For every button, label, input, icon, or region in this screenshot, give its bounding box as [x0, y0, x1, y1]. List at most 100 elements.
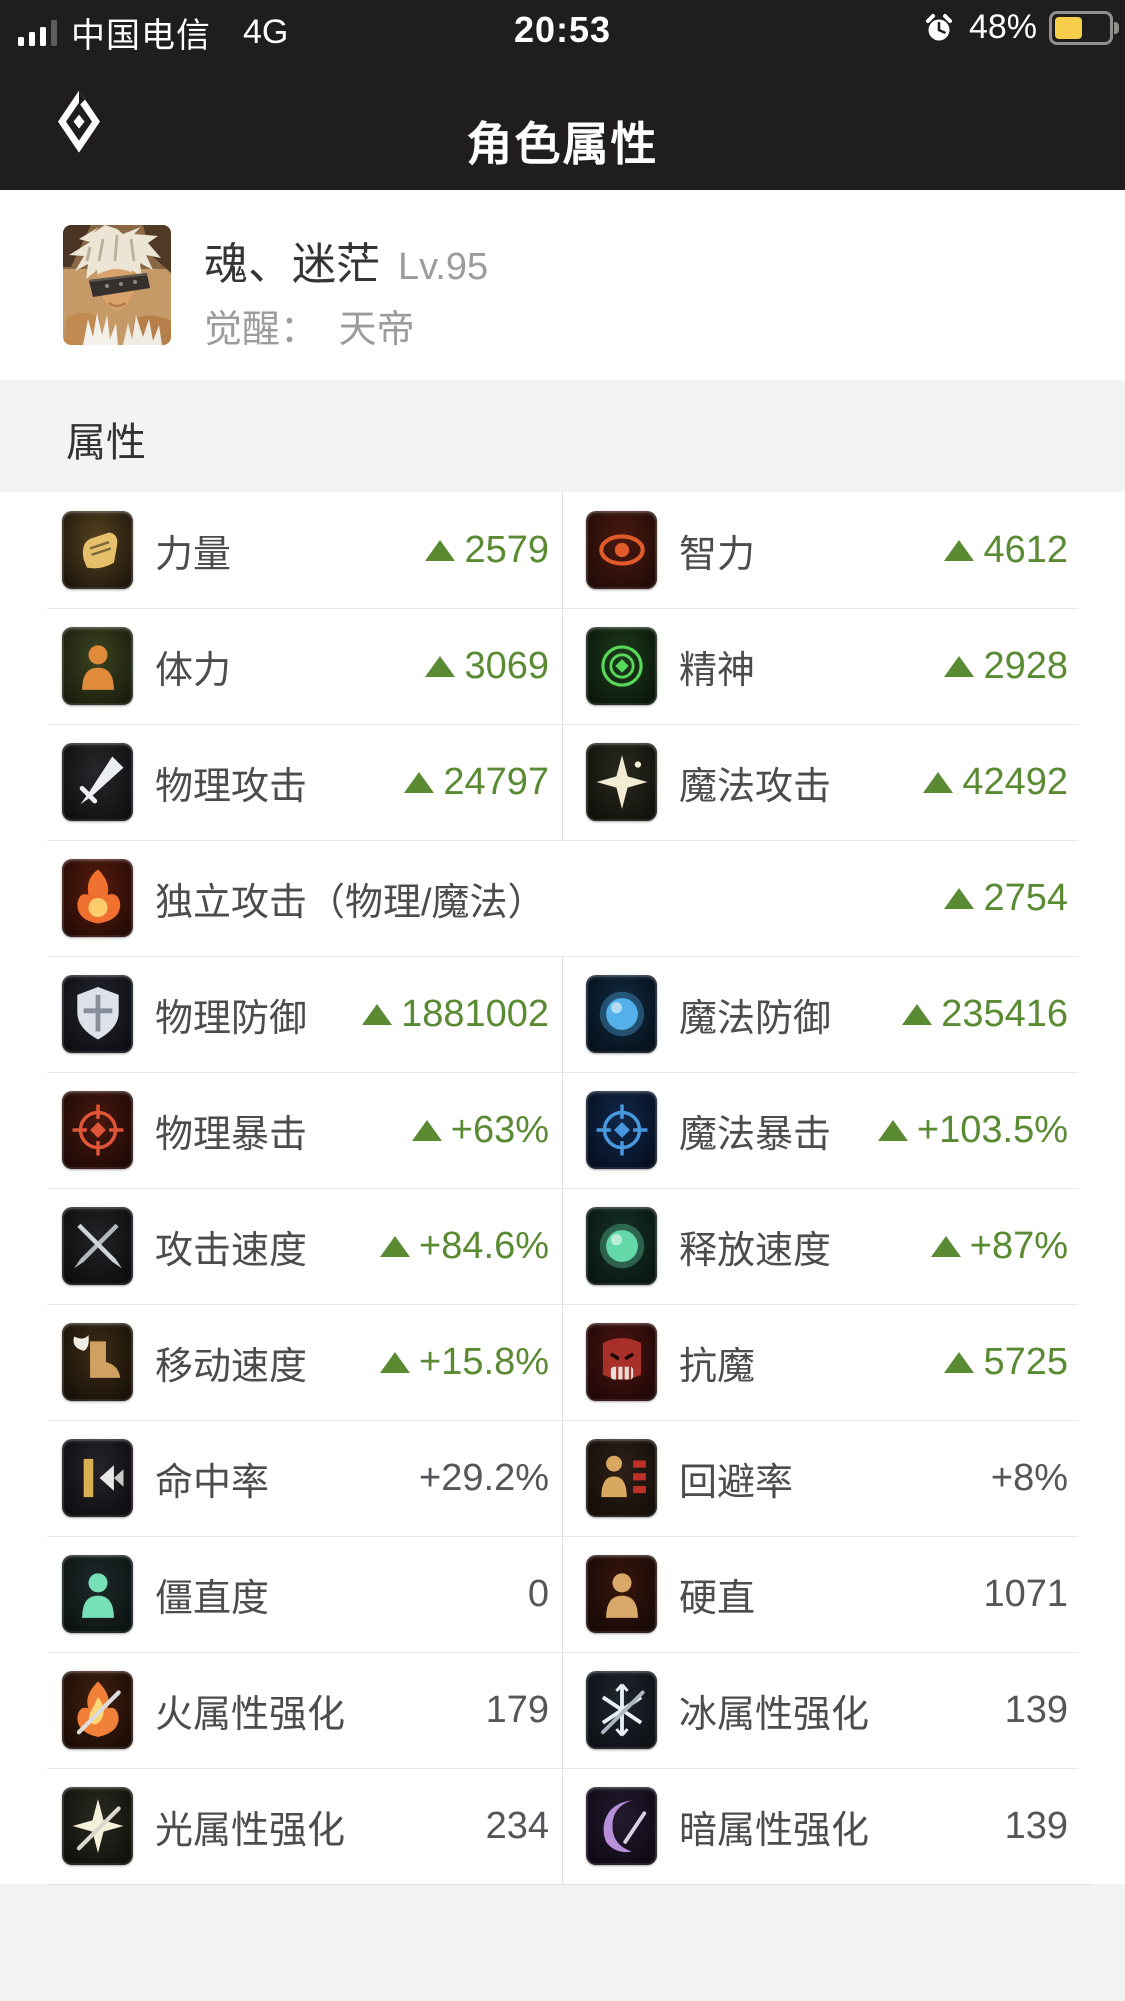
- independent-attack-icon: [62, 859, 133, 937]
- footer-area: [0, 1884, 1125, 2001]
- stat-cell-ice-strengthen: 冰属性强化 139: [562, 1652, 1125, 1768]
- ice-strengthen-icon: [586, 1671, 657, 1749]
- stat-cell-intelligence: 智力 4612: [562, 492, 1125, 608]
- stat-label: 攻击速度: [155, 1229, 308, 1272]
- stiffness-icon: [62, 1555, 133, 1633]
- stat-row: 力量 2579 智力 4612: [0, 492, 1125, 608]
- stat-value: 234: [485, 1804, 549, 1847]
- stat-cell-cast-speed: 释放速度 +87%: [562, 1188, 1125, 1304]
- trend-up-icon: [877, 1119, 908, 1141]
- stat-label: 火属性强化: [155, 1693, 346, 1736]
- stat-value: 235416: [902, 993, 1068, 1036]
- magic-crit-icon: [586, 1091, 657, 1169]
- trend-up-icon: [411, 1119, 442, 1141]
- stat-label: 暗属性强化: [679, 1809, 870, 1852]
- nav-bar: 角色属性: [0, 64, 1125, 190]
- stat-cell-physical-crit: 物理暴击 +63%: [0, 1072, 562, 1188]
- magic-defense-icon: [586, 975, 657, 1053]
- character-name: 魂、迷茫: [204, 240, 380, 289]
- stat-cell-magic-attack: 魔法攻击 42492: [562, 724, 1125, 840]
- stat-row: 僵直度 0 硬直 1071: [0, 1536, 1125, 1652]
- stat-value: 5725: [944, 1341, 1068, 1384]
- app-bar: 中国电信 4G 20:53 48%: [0, 0, 1125, 190]
- page-title: 角色属性: [466, 118, 659, 170]
- stat-label: 体力: [155, 649, 232, 692]
- hit-rate-icon: [62, 1439, 133, 1517]
- strength-icon: [62, 511, 133, 589]
- dark-strengthen-icon: [586, 1787, 657, 1865]
- trend-up-icon: [944, 539, 975, 561]
- trend-up-icon: [380, 1235, 411, 1257]
- stat-row: 物理攻击 24797 魔法攻击 42492: [0, 724, 1125, 840]
- stat-label: 魔法暴击: [679, 1113, 832, 1156]
- stat-value: 3069: [425, 645, 549, 688]
- fire-strengthen-icon: [62, 1671, 133, 1749]
- physical-crit-icon: [62, 1091, 133, 1169]
- trend-up-icon: [902, 1003, 933, 1025]
- stat-value: 4612: [944, 529, 1068, 572]
- stat-value: +84.6%: [380, 1225, 549, 1268]
- alarm-clock-icon: [923, 12, 955, 44]
- super-armor-icon: [586, 1555, 657, 1633]
- stat-cell-dark-strengthen: 暗属性强化 139: [562, 1768, 1125, 1884]
- vitality-icon: [62, 627, 133, 705]
- stat-label: 释放速度: [679, 1229, 832, 1272]
- carrier-label: 中国电信: [71, 17, 211, 55]
- stat-label: 回避率: [679, 1461, 794, 1504]
- clock-time: 20:53: [513, 9, 612, 50]
- evasion-icon: [586, 1439, 657, 1517]
- stat-value: +103.5%: [877, 1109, 1068, 1152]
- character-card: 魂、迷茫 Lv.95 觉醒： 天帝: [0, 190, 1125, 380]
- stat-cell-strength: 力量 2579: [0, 492, 562, 608]
- stat-cell-light-strengthen: 光属性强化 234: [0, 1768, 562, 1884]
- stat-label: 力量: [155, 533, 232, 576]
- stat-value: 42492: [923, 761, 1068, 804]
- character-level: Lv.95: [398, 246, 489, 288]
- magic-attack-icon: [586, 743, 657, 821]
- battery-fill: [1055, 16, 1082, 39]
- stat-value: 1881002: [362, 993, 549, 1036]
- physical-attack-icon: [62, 743, 133, 821]
- stat-label: 魔法攻击: [679, 765, 832, 808]
- stat-cell-hit-rate: 命中率 +29.2%: [0, 1420, 562, 1536]
- stat-cell-super-armor: 硬直 1071: [562, 1536, 1125, 1652]
- stat-value: 2928: [944, 645, 1068, 688]
- battery-icon: [1049, 10, 1119, 45]
- stat-label: 精神: [679, 649, 756, 692]
- stat-label: 抗魔: [679, 1345, 756, 1388]
- awaken-label: 觉醒：: [204, 309, 319, 351]
- stat-value: 0: [527, 1572, 549, 1615]
- stat-value: 24797: [404, 761, 549, 804]
- attack-speed-icon: [62, 1207, 133, 1285]
- stat-cell-evasion: 回避率 +8%: [562, 1420, 1125, 1536]
- stat-row: 攻击速度 +84.6% 释放速度 +87%: [0, 1188, 1125, 1304]
- stat-label: 物理攻击: [155, 765, 308, 808]
- stat-value: 139: [1004, 1804, 1068, 1847]
- stat-value: 2579: [425, 529, 549, 572]
- move-speed-icon: [62, 1323, 133, 1401]
- stat-label: 硬直: [679, 1577, 756, 1620]
- trend-up-icon: [923, 771, 954, 793]
- stat-cell-magic-crit: 魔法暴击 +103.5%: [562, 1072, 1125, 1188]
- battery-percent-label: 48%: [968, 8, 1037, 46]
- stat-row: 体力 3069 精神 2928: [0, 608, 1125, 724]
- stat-value: 1071: [983, 1572, 1068, 1615]
- stat-row: 命中率 +29.2% 回避率 +8%: [0, 1420, 1125, 1536]
- intelligence-icon: [586, 511, 657, 589]
- stat-label: 智力: [679, 533, 756, 576]
- stat-cell-magic-resist: 抗魔 5725: [562, 1304, 1125, 1420]
- stat-cell-vitality: 体力 3069: [0, 608, 562, 724]
- stat-row: 独立攻击（物理/魔法） 2754: [0, 840, 1125, 956]
- stat-value: 139: [1004, 1688, 1068, 1731]
- stat-row: 物理防御 1881002 魔法防御 235416: [0, 956, 1125, 1072]
- stat-row: 移动速度 +15.8% 抗魔 5725: [0, 1304, 1125, 1420]
- stats-list: 力量 2579 智力 4612 体力 3069 精神 2928 物理攻击 24797 魔法攻击 424…: [0, 492, 1125, 1884]
- stat-row: 物理暴击 +63% 魔法暴击 +103.5%: [0, 1072, 1125, 1188]
- app-logo-icon[interactable]: [56, 89, 102, 160]
- stat-row: 光属性强化 234 暗属性强化 139: [0, 1768, 1125, 1884]
- physical-defense-icon: [62, 975, 133, 1053]
- light-strengthen-icon: [62, 1787, 133, 1865]
- magic-resist-icon: [586, 1323, 657, 1401]
- spirit-icon: [586, 627, 657, 705]
